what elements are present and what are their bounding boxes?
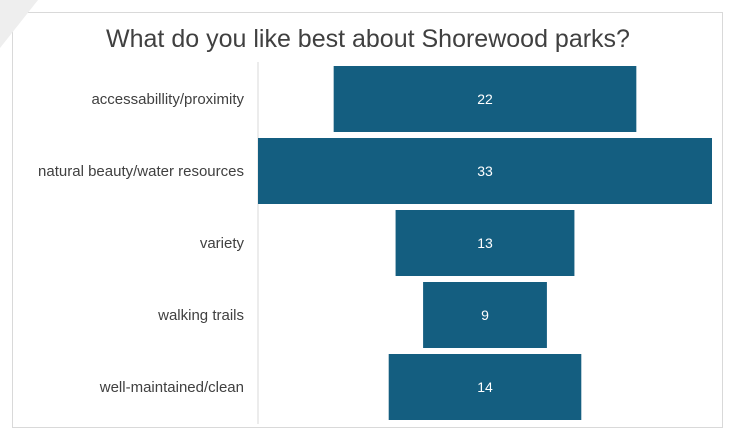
data-label-3: 9 [481, 307, 489, 323]
bars-group: 22 accessabillity/proximity 33 natural beau… [38, 66, 712, 420]
data-label-2: 13 [477, 235, 493, 251]
category-label-2: variety [200, 235, 245, 252]
chart-title: What do you like best about Shorewood pa… [106, 25, 630, 53]
bar-2 [395, 210, 575, 276]
category-label-3: walking trails [157, 307, 244, 324]
bar-0 [333, 66, 637, 132]
data-label-4: 14 [477, 379, 493, 395]
data-label-0: 22 [477, 91, 493, 107]
bar-1 [258, 138, 712, 204]
bar-3 [423, 282, 547, 348]
data-label-1: 33 [477, 163, 493, 179]
category-label-4: well-maintained/clean [99, 379, 244, 396]
bar-4 [388, 354, 582, 420]
category-label-1: natural beauty/water resources [38, 163, 244, 180]
category-label-0: accessabillity/proximity [91, 91, 244, 108]
corner-decoration [0, 0, 38, 48]
